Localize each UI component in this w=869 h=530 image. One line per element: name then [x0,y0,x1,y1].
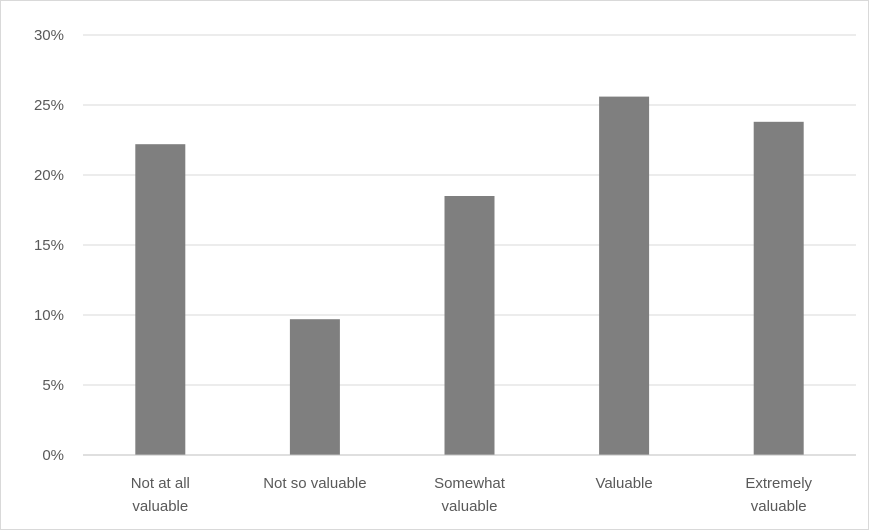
y-tick-label: 0% [42,447,64,464]
bar [753,121,804,456]
y-tick-label: 15% [34,237,64,254]
x-tick-label: Somewhat valuable [434,475,506,515]
bar [444,196,495,455]
bars [135,96,804,456]
bar [599,96,650,455]
x-tick-label: Extremely valuable [745,475,812,515]
y-tick-label: 20% [34,167,64,184]
y-tick-label: 25% [34,97,64,114]
bar [289,319,340,455]
y-tick-label: 30% [34,27,64,44]
x-axis-tick-labels: Not at all valuable Not so valuable Somewha… [131,475,813,515]
x-tick-label: Not so valuable [263,475,366,492]
bar [135,144,186,455]
y-tick-label: 10% [34,307,64,324]
y-axis-tick-labels: 0% 5% 10% 15% 20% 25% 30% [34,27,64,464]
x-tick-label: Valuable [595,475,652,492]
x-tick-label: Not at all valuable [131,475,190,515]
y-tick-label: 5% [42,377,64,394]
